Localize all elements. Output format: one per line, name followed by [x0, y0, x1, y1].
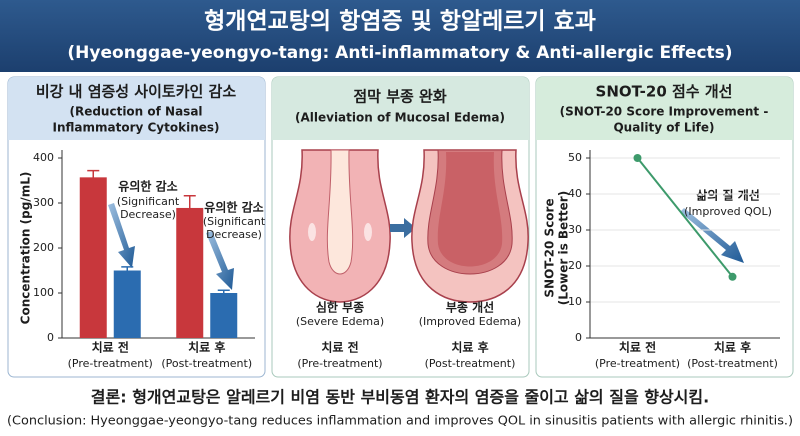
y-tick-label: 200 — [33, 241, 54, 254]
x-tick-note: (Pre-treatment) — [68, 357, 153, 370]
annotation-note: (Significant — [117, 195, 180, 208]
lumen-narrow — [326, 149, 354, 275]
panel-header — [8, 77, 265, 140]
panel-subtitle: Inflammatory Cytokines) — [52, 121, 219, 135]
stage-label: 부종 개선 — [446, 300, 494, 315]
panel-subtitle: Quality of Life) — [613, 121, 714, 135]
annotation-note: Decrease) — [120, 208, 176, 221]
arrow — [680, 208, 744, 263]
y-tick-label: 10 — [568, 295, 582, 308]
error-bar — [217, 289, 230, 296]
stage-note: (Improved Edema) — [419, 315, 521, 328]
y-tick-label: 50 — [568, 151, 582, 164]
arrow — [206, 231, 234, 290]
arrow — [390, 218, 416, 238]
stage-note: (Severe Edema) — [296, 315, 384, 328]
x-tick-label: 치료 전 — [92, 340, 129, 355]
line — [636, 157, 734, 278]
header-band — [0, 0, 800, 72]
annotation: 유의한 감소 — [118, 179, 177, 194]
x-tick-note: (Post-treatment) — [687, 357, 778, 370]
panel-header — [536, 77, 793, 140]
stage-time: 치료 후 — [451, 340, 488, 355]
y-tick-label: 100 — [33, 286, 54, 299]
stage-time: 치료 전 — [321, 340, 358, 355]
bar — [210, 293, 238, 338]
lumen-inner — [437, 152, 503, 267]
y-axis-label: (Lower is Better) — [557, 191, 571, 305]
x-tick-label: 치료 전 — [619, 340, 656, 355]
title: 형개연교탕의 항염증 및 항알레르기 효과 — [204, 9, 596, 35]
highlight — [308, 223, 316, 241]
point — [633, 154, 642, 162]
stage-label: 심한 부종 — [316, 300, 364, 315]
bar — [176, 207, 204, 338]
y-tick-label: 30 — [568, 223, 582, 236]
error-bar — [183, 195, 196, 221]
panel-subtitle: (Alleviation of Mucosal Edema) — [295, 111, 505, 125]
annotation-note: (Improved QOL) — [684, 205, 772, 218]
y-tick-label: 400 — [33, 151, 54, 164]
arrow — [108, 203, 135, 268]
bar — [113, 270, 141, 338]
error-bar — [121, 266, 134, 275]
panel-title: 비강 내 염증성 사이토카인 감소 — [36, 83, 236, 101]
error-bar — [87, 169, 100, 185]
panel-subtitle: (Reduction of Nasal — [69, 105, 202, 119]
conclusion-note: (Conclusion: Hyeonggae-yeongyo-tang redu… — [7, 414, 793, 428]
y-axis-label: Concentration (pg/mL) — [19, 172, 33, 325]
annotation: 삶의 질 개선 — [696, 188, 760, 203]
annotation-note: Decrease) — [206, 228, 262, 241]
annotation-note: (Significant — [203, 215, 266, 228]
x-tick-label: 치료 후 — [714, 340, 751, 355]
highlight — [364, 223, 372, 241]
point — [728, 272, 737, 281]
panel-subtitle: (SNOT-20 Score Improvement - — [560, 105, 769, 119]
panel-title: SNOT-20 점수 개선 — [596, 83, 733, 101]
bar — [79, 177, 107, 338]
annotation: 유의한 감소 — [204, 200, 263, 215]
subtitle: (Hyeonggae-yeongyo-tang: Anti-inflammato… — [67, 43, 732, 63]
panel-header — [272, 77, 529, 140]
y-tick-label: 300 — [33, 196, 54, 209]
y-axis-label: SNOT-20 Score — [543, 198, 557, 297]
stage-time-note: (Pre-treatment) — [297, 357, 382, 370]
stage-time-note: (Post-treatment) — [425, 357, 516, 370]
x-tick-note: (Pre-treatment) — [595, 357, 680, 370]
panel-title: 점막 부종 완화 — [353, 88, 446, 106]
conclusion: 결론: 형개연교탕은 알레르기 비염 동반 부비동염 환자의 염증을 줄이고 삶… — [91, 388, 709, 407]
y-tick-label: 40 — [568, 187, 582, 200]
y-tick-label: 0 — [575, 331, 582, 344]
y-tick-label: 0 — [47, 331, 54, 344]
x-tick-note: (Post-treatment) — [161, 357, 252, 370]
x-tick-label: 치료 후 — [188, 340, 225, 355]
y-tick-label: 20 — [568, 259, 582, 272]
